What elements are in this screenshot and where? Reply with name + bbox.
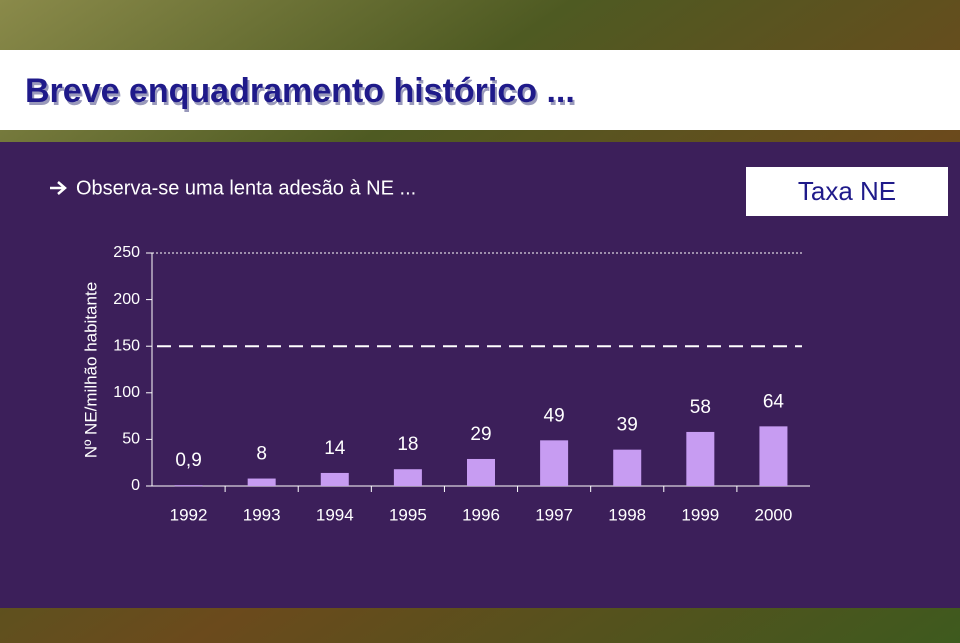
value-label: 58 (690, 397, 711, 418)
bar (540, 440, 569, 486)
badge-box (746, 167, 948, 216)
badge: Taxa NE (798, 176, 896, 206)
x-tick-label: 1993 (243, 505, 281, 524)
plot: 0 50 100 150 200 250 1992 0,9 1993 8 1994 14 1995 18 1… (113, 244, 810, 524)
bar (613, 449, 642, 486)
y-tick-label: 0 (131, 477, 140, 494)
bar (759, 426, 788, 486)
value-label: 0,9 (175, 450, 201, 471)
value-label: 64 (763, 391, 785, 412)
title-band (0, 50, 960, 130)
value-label: 14 (324, 438, 346, 459)
value-label: 8 (256, 444, 267, 465)
x-tick-label: 1999 (681, 505, 719, 524)
value-label: 39 (617, 415, 638, 436)
x-tick-label: 1998 (608, 505, 646, 524)
panel (0, 142, 960, 608)
x-tick-label: 2000 (755, 505, 793, 524)
y-axis-label: Nº NE/milhão habitante (81, 282, 100, 458)
arrow-icon (50, 181, 67, 195)
y-tick-label: 250 (113, 244, 140, 261)
bullet: Observa-se uma lenta adesão à NE ... (76, 177, 416, 199)
bar (174, 485, 203, 487)
x-tick-label: 1994 (316, 505, 354, 524)
y-tick-label: 100 (113, 384, 140, 401)
y-tick-label: 50 (122, 431, 140, 448)
y-tick-label: 150 (113, 337, 140, 354)
y-tick-label: 200 (113, 291, 140, 308)
x-tick-label: 1992 (170, 505, 208, 524)
value-label: 18 (397, 434, 418, 455)
bar (686, 431, 715, 486)
x-tick-label: 1995 (389, 505, 427, 524)
value-label: 29 (470, 424, 491, 445)
value-label: 49 (544, 405, 565, 426)
x-tick-label: 1996 (462, 505, 500, 524)
bar (320, 472, 349, 486)
title-shadow: Breve enquadramento histórico ... (27, 75, 577, 113)
slide-title: Breve enquadramento histórico ... (25, 72, 575, 110)
bar (467, 458, 495, 486)
bar (247, 478, 276, 486)
x-tick-label: 1997 (535, 505, 573, 524)
bar (393, 469, 422, 486)
